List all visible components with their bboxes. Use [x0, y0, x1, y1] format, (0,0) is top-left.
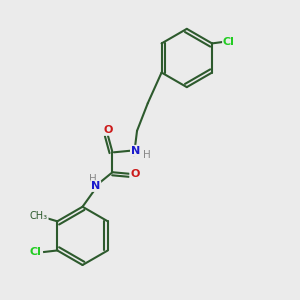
- Text: N: N: [131, 146, 140, 156]
- Text: N: N: [91, 181, 100, 191]
- Text: O: O: [103, 125, 112, 135]
- Text: CH₃: CH₃: [30, 211, 48, 221]
- Text: Cl: Cl: [223, 37, 235, 47]
- Text: H: H: [143, 150, 151, 161]
- Text: H: H: [89, 174, 96, 184]
- Text: Cl: Cl: [30, 247, 42, 257]
- Text: O: O: [130, 169, 140, 179]
